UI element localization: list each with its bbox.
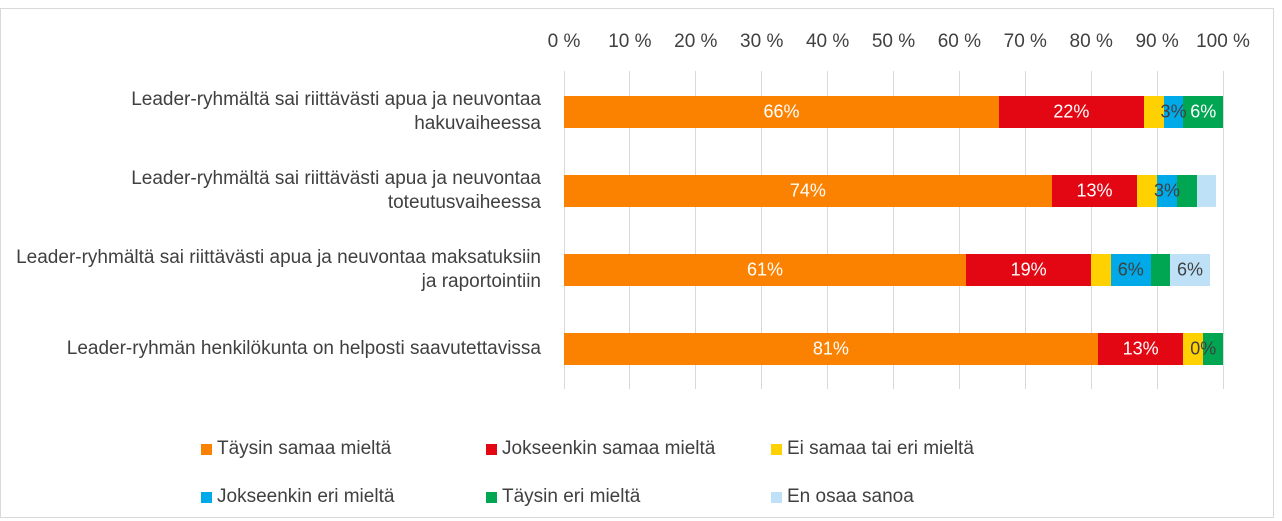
- x-tick-label: 80 %: [1069, 31, 1113, 52]
- grid-line: [827, 71, 829, 389]
- data-label: 13%: [1122, 338, 1159, 359]
- legend-label: Jokseenkin eri mieltä: [217, 486, 395, 507]
- legend-item: Täysin eri mieltä: [486, 473, 771, 521]
- page: {"chart_data": {"type": "stacked-bar-hor…: [0, 8, 1274, 518]
- bar-segment: [965, 254, 1092, 286]
- bar-segment: [564, 333, 1098, 365]
- bar-segment: [1203, 333, 1223, 365]
- data-label: 22%: [1053, 101, 1090, 122]
- bar-segment: [1196, 175, 1217, 207]
- category-label: Leader-ryhmältä sai riittävästi apua ja …: [131, 168, 541, 213]
- data-label: 6%: [1190, 101, 1217, 122]
- grid-line: [1156, 71, 1158, 389]
- x-tick-label: 60 %: [937, 31, 982, 52]
- grid-line: [629, 71, 631, 389]
- bar-segment: [1183, 96, 1223, 128]
- bar-segment: [1163, 96, 1184, 128]
- bar-segment: [564, 175, 1052, 207]
- x-tick-label: 90 %: [1135, 31, 1179, 52]
- legend-swatch: [201, 491, 212, 503]
- data-label: 19%: [1010, 259, 1047, 280]
- x-tick-label: 40 %: [805, 31, 850, 52]
- legend-label: Jokseenkin samaa mieltä: [502, 438, 716, 459]
- x-tick-label: 30 %: [740, 31, 784, 52]
- data-label: 66%: [763, 101, 800, 122]
- bar-segment: [998, 96, 1144, 128]
- data-label: 6%: [1177, 259, 1204, 280]
- grid-line: [563, 71, 565, 389]
- bar-segment: [1183, 333, 1204, 365]
- grid-line: [893, 71, 894, 389]
- bar-segment: [1157, 175, 1177, 207]
- legend-swatch: [201, 443, 212, 455]
- legend-label: Ei samaa tai eri mieltä: [787, 438, 974, 459]
- grid-line: [1090, 71, 1092, 389]
- category-label: Leader-ryhmältä sai riittävästi apua ja …: [16, 247, 541, 292]
- chart: 0 % 10 % 20 % 30 % 40 % 50 % 60 % 70 % 80 % 90 % 1…: [0, 8, 1274, 518]
- legend: Täysin samaa mieltä Jokseenkin samaa miel…: [201, 425, 1081, 521]
- x-tick-label: 20 %: [674, 31, 718, 52]
- grid-line: [1024, 71, 1026, 389]
- bar-segment: [564, 254, 966, 286]
- legend-item: Jokseenkin samaa mieltä: [486, 425, 771, 473]
- legend-swatch: [486, 443, 497, 455]
- x-tick-label: 70 %: [1003, 31, 1047, 52]
- bar-segment: [564, 96, 999, 128]
- data-label: 0%: [1190, 338, 1217, 359]
- x-tick-label: 100 %: [1196, 31, 1250, 52]
- data-label: 6%: [1117, 259, 1144, 280]
- data-label: 81%: [812, 338, 849, 359]
- legend-label: En osaa sanoa: [787, 486, 914, 507]
- bar-segment: [1176, 175, 1197, 207]
- data-label: 3%: [1153, 180, 1180, 201]
- x-tick-label: 10 %: [608, 31, 652, 52]
- bar-segment: [1051, 175, 1138, 207]
- data-label: 3%: [1160, 101, 1187, 122]
- grid-line: [1222, 71, 1224, 389]
- legend-swatch: [771, 491, 782, 503]
- grid-line: [761, 71, 763, 389]
- bar-segment: [1097, 333, 1184, 365]
- data-label: 74%: [789, 180, 826, 201]
- bar-segment: [1143, 96, 1164, 128]
- legend-label: Täysin samaa mieltä: [217, 438, 392, 459]
- legend-item: Täysin samaa mieltä: [201, 425, 486, 473]
- data-label: 13%: [1076, 180, 1113, 201]
- bar-segment: [1170, 254, 1210, 286]
- x-tick-label: 50 %: [871, 31, 916, 52]
- bar-segment: [1091, 254, 1111, 286]
- category-label: Leader-ryhmän henkilökunta on helposti s…: [66, 338, 541, 359]
- data-label: 61%: [746, 259, 783, 280]
- legend-swatch: [486, 491, 497, 503]
- bar-segment: [1110, 254, 1151, 286]
- legend-item: Ei samaa tai eri mieltä: [771, 425, 1056, 473]
- legend-swatch: [771, 443, 782, 455]
- bar-segment: [1137, 175, 1158, 207]
- grid-line: [695, 71, 697, 389]
- bar-segment: [1150, 254, 1171, 286]
- x-tick-label: 0 %: [547, 31, 581, 52]
- grid-line: [958, 71, 960, 389]
- category-label: Leader-ryhmältä sai riittävästi apua ja …: [131, 89, 541, 134]
- legend-item: Jokseenkin eri mieltä: [201, 473, 486, 521]
- legend-label: Täysin eri mieltä: [502, 486, 641, 507]
- legend-item: En osaa sanoa: [771, 473, 1056, 521]
